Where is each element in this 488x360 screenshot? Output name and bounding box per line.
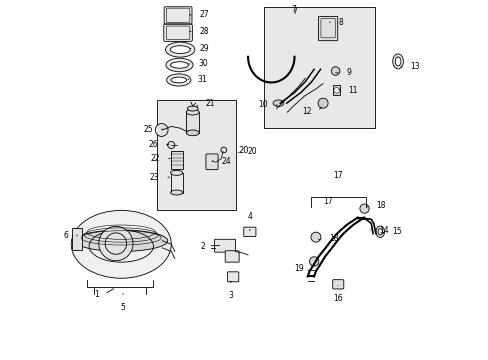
Ellipse shape xyxy=(377,229,382,235)
Text: 26: 26 xyxy=(148,140,158,149)
Bar xyxy=(332,85,340,95)
Bar xyxy=(186,112,199,133)
Text: 15: 15 xyxy=(391,227,401,236)
Ellipse shape xyxy=(375,226,384,238)
Ellipse shape xyxy=(75,230,167,251)
Text: 5: 5 xyxy=(121,302,125,311)
Text: 14: 14 xyxy=(379,225,388,234)
Ellipse shape xyxy=(165,58,193,72)
Ellipse shape xyxy=(170,62,188,68)
Circle shape xyxy=(310,232,320,242)
FancyBboxPatch shape xyxy=(225,251,239,262)
Text: 21: 21 xyxy=(205,99,215,108)
Ellipse shape xyxy=(272,100,283,107)
Text: 22: 22 xyxy=(150,154,160,163)
Text: 12: 12 xyxy=(302,107,311,116)
Ellipse shape xyxy=(171,77,186,83)
Text: 30: 30 xyxy=(198,59,208,68)
Bar xyxy=(157,100,235,210)
Text: 8: 8 xyxy=(338,18,343,27)
Text: 23: 23 xyxy=(149,173,159,182)
Text: 19: 19 xyxy=(294,264,303,273)
Ellipse shape xyxy=(392,54,403,69)
Circle shape xyxy=(331,67,339,75)
Circle shape xyxy=(309,257,318,266)
Text: 18: 18 xyxy=(375,201,385,210)
Ellipse shape xyxy=(71,210,171,278)
Circle shape xyxy=(167,141,175,149)
Circle shape xyxy=(221,147,226,153)
Text: 25: 25 xyxy=(143,125,153,134)
FancyBboxPatch shape xyxy=(214,239,235,252)
Circle shape xyxy=(359,204,368,213)
Text: 13: 13 xyxy=(409,62,419,71)
Text: 20: 20 xyxy=(238,146,248,155)
Ellipse shape xyxy=(166,74,190,86)
Text: 16: 16 xyxy=(333,294,342,303)
Ellipse shape xyxy=(165,42,194,57)
Text: 31: 31 xyxy=(197,75,206,84)
Text: 29: 29 xyxy=(199,44,209,53)
Ellipse shape xyxy=(170,46,190,54)
Ellipse shape xyxy=(170,190,183,195)
FancyBboxPatch shape xyxy=(244,227,255,237)
Text: 28: 28 xyxy=(199,27,208,36)
Circle shape xyxy=(155,123,168,136)
FancyBboxPatch shape xyxy=(205,154,218,170)
Text: 2: 2 xyxy=(200,242,205,251)
Ellipse shape xyxy=(394,57,400,66)
Text: 17: 17 xyxy=(323,197,333,206)
Text: 27: 27 xyxy=(199,10,209,19)
Bar xyxy=(72,228,82,249)
Circle shape xyxy=(317,98,327,108)
Text: 11: 11 xyxy=(348,86,357,95)
FancyBboxPatch shape xyxy=(332,280,343,289)
FancyBboxPatch shape xyxy=(318,17,337,41)
Ellipse shape xyxy=(170,170,183,175)
Bar xyxy=(170,173,183,193)
Bar xyxy=(171,151,183,169)
FancyBboxPatch shape xyxy=(163,24,192,41)
FancyBboxPatch shape xyxy=(164,7,192,24)
Text: 10: 10 xyxy=(257,100,267,109)
Text: 3: 3 xyxy=(228,291,233,300)
Text: 18: 18 xyxy=(328,234,338,243)
Ellipse shape xyxy=(186,109,199,115)
Text: 1: 1 xyxy=(94,290,99,299)
Text: 20: 20 xyxy=(247,147,257,156)
Text: 7: 7 xyxy=(291,7,296,16)
Bar xyxy=(264,7,374,128)
Text: 4: 4 xyxy=(247,212,252,221)
Text: 7: 7 xyxy=(291,5,296,14)
Text: 17: 17 xyxy=(333,171,342,180)
FancyBboxPatch shape xyxy=(227,272,238,282)
Ellipse shape xyxy=(186,130,199,136)
Text: 6: 6 xyxy=(63,231,68,240)
Text: 9: 9 xyxy=(346,68,351,77)
Circle shape xyxy=(333,87,339,93)
Circle shape xyxy=(99,226,133,261)
Ellipse shape xyxy=(187,106,198,111)
Text: 24: 24 xyxy=(221,157,231,166)
